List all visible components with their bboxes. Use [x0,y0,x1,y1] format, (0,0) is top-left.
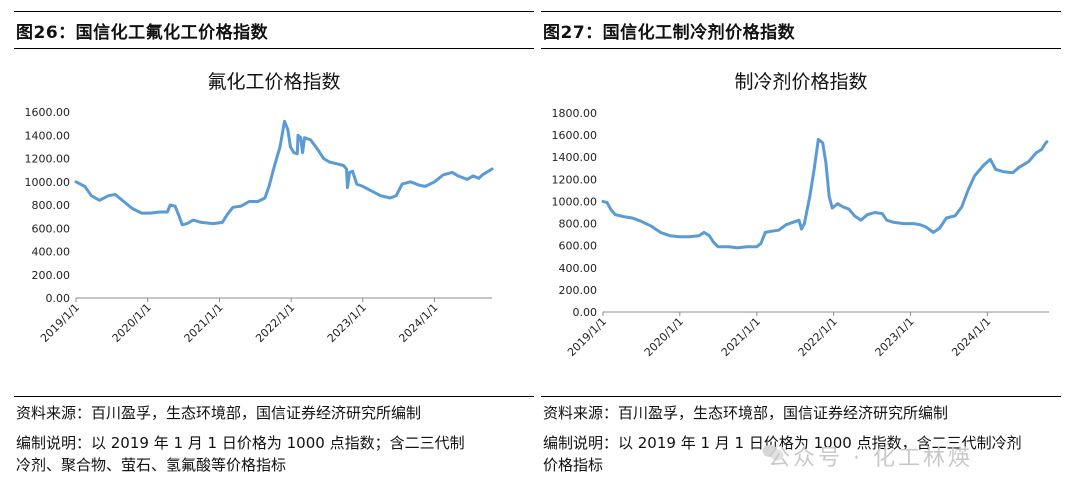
source-rule [541,396,1061,397]
x-tick-label: 2020/1/1 [110,301,154,345]
x-tick-label: 2019/1/1 [38,301,82,345]
x-tick-label: 2023/1/1 [872,315,916,359]
x-tick-label: 2020/1/1 [642,315,686,359]
source-rule [14,396,534,397]
source-text: 资料来源：百川盈孚，生态环境部，国信证券经济研究所编制 [16,404,422,422]
y-tick-label: 0.00 [573,306,598,319]
x-tick-label: 2022/1/1 [796,315,840,359]
y-tick-label: 200.00 [32,269,71,282]
y-tick-label: 1200.00 [552,173,598,186]
title-rule [541,48,1061,49]
x-tick-label: 2023/1/1 [325,301,369,345]
figure-panel-left: 图26：国信化工氟化工价格指数 氟化工价格指数 0.00 200.00 400.00… [14,0,534,492]
y-tick-label: 800.00 [32,199,71,212]
note-line-1: 编制说明：以 2019 年 1 月 1 日价格为 1000 点指数；含二三代制 [16,434,465,452]
y-tick-label: 1200.00 [25,153,71,166]
note-line-1: 编制说明：以 2019 年 1 月 1 日价格为 1000 点指数，含二三代制冷… [543,434,1022,452]
source-text: 资料来源：百川盈孚，生态环境部，国信证券经济研究所编制 [543,404,949,422]
x-tick-label: 2019/1/1 [565,315,609,359]
fluorochemical-index-chart: 0.00 200.00 400.00 600.00 800.00 1000.00 1200.… [25,106,494,345]
figure-title: 图27：国信化工制冷剂价格指数 [543,23,796,43]
y-tick-label: 600.00 [559,240,598,253]
note-line-2: 冷剂、聚合物、萤石、氢氟酸等价格指标 [16,456,287,474]
refrigerant-index-chart: 0.00 200.00 400.00 600.00 800.00 1000.00 1200.… [552,107,1049,359]
note-line-2: 价格指标 [543,456,604,474]
y-tick-label: 600.00 [32,222,71,235]
x-tick-label: 2021/1/1 [182,301,226,345]
title-rule [14,48,534,49]
chart-title: 制冷剂价格指数 [734,71,868,93]
y-tick-label: 400.00 [559,262,598,275]
figure-panel-right: 图27：国信化工制冷剂价格指数 制冷剂价格指数 0.00 200.00 400.00… [541,0,1061,492]
series-line [74,119,494,227]
wechat-icon [762,445,784,461]
y-tick-label: 1600.00 [25,106,71,119]
x-tick-label: 2024/1/1 [949,315,993,359]
chart-title: 氟化工价格指数 [207,71,341,93]
y-tick-label: 200.00 [559,284,598,297]
y-tick-label: 400.00 [32,246,71,259]
x-tick-label: 2021/1/1 [719,315,763,359]
y-tick-label: 1000.00 [552,195,598,208]
y-tick-label: 1400.00 [25,129,71,142]
y-tick-label: 0.00 [46,292,71,305]
y-tick-label: 800.00 [559,218,598,231]
series-line [601,138,1049,250]
figure-title: 图26：国信化工氟化工价格指数 [16,23,269,43]
top-rule [541,11,1061,12]
y-tick-label: 1800.00 [552,107,598,120]
watermark: 公众号 · 化工林煐 [768,446,973,471]
y-tick-label: 1600.00 [552,129,598,142]
y-tick-label: 1400.00 [552,151,598,164]
x-tick-label: 2022/1/1 [253,301,297,345]
top-rule [14,11,534,12]
x-tick-label: 2024/1/1 [396,301,440,345]
y-tick-label: 1000.00 [25,176,71,189]
